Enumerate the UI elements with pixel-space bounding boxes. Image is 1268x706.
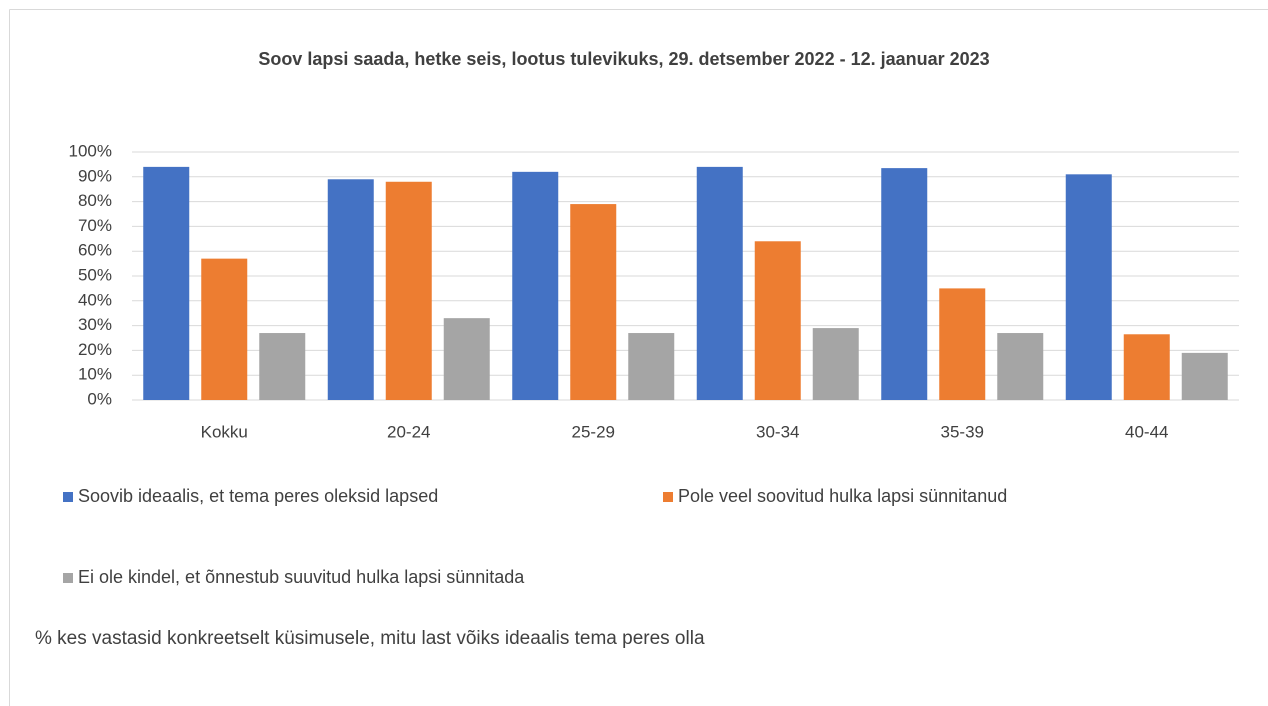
y-tick-label: 40% [78,290,112,309]
x-tick-label: 25-29 [572,422,615,441]
legend-swatch [63,573,73,583]
bar [385,181,432,400]
y-tick-label: 60% [78,241,112,260]
bar [327,179,374,400]
y-tick-label: 50% [78,265,112,284]
legend-label: Pole veel soovitud hulka lapsi sünnitanu… [678,486,1007,506]
legend-swatch [63,492,73,502]
x-tick-label: 20-24 [387,422,430,441]
bar [754,241,801,400]
bar [443,318,490,400]
chart-title: Soov lapsi saada, hetke seis, lootus tul… [258,49,989,69]
bar [812,328,859,400]
y-tick-label: 80% [78,191,112,210]
y-tick-label: 10% [78,365,112,384]
bar [939,288,986,400]
bar [201,258,248,400]
bar [1123,334,1170,400]
legend-swatch [663,492,673,502]
y-tick-label: 90% [78,166,112,185]
bar [1065,174,1112,400]
bar [881,168,928,400]
bar [512,171,559,400]
bar [628,333,675,400]
x-tick-label: 40-44 [1125,422,1168,441]
y-tick-label: 100% [69,141,112,160]
x-tick-label: 35-39 [941,422,984,441]
bar [696,166,743,400]
x-tick-label: 30-34 [756,422,799,441]
bar [570,204,617,400]
note: % kes vastasid konkreetselt küsimusele, … [35,628,705,649]
y-tick-label: 20% [78,340,112,359]
y-tick-label: 70% [78,216,112,235]
bar [1181,352,1228,400]
y-tick-label: 30% [78,315,112,334]
bar [259,333,306,400]
legend-label: Soovib ideaalis, et tema peres oleksid l… [78,486,438,506]
legend-label: Ei ole kindel, et õnnestub suuvitud hulk… [78,567,525,587]
y-tick-label: 0% [87,389,112,408]
bar [143,166,190,400]
x-tick-label: Kokku [201,422,248,441]
bar [997,333,1044,400]
